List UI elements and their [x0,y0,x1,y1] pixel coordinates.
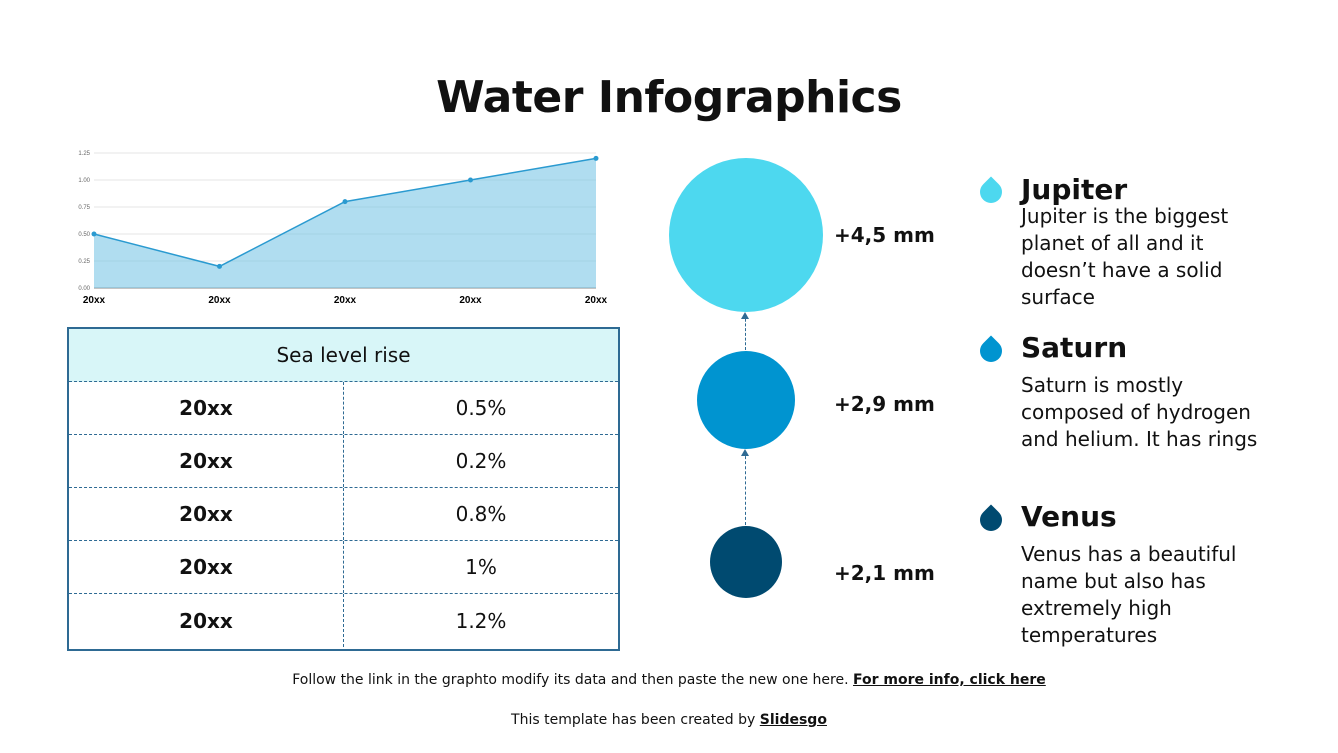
credit-text: This template has been created by [511,712,756,728]
value-cell: 1% [465,555,497,579]
x-tick-label: 20xx [585,295,608,306]
y-tick-label: 0.25 [78,259,90,265]
x-tick-label: 20xx [208,295,231,306]
water-drop-icon [975,504,1007,536]
data-point [342,199,348,205]
page-title: Water Infographics [436,72,902,123]
sea-level-table: Sea level rise 20xx 0.5% 20xx 0.2% 20xx 0.8% 2… [67,327,620,651]
value-cell: 0.5% [455,396,507,420]
item-desc: Saturn is mostly composed of hydrogen an… [1021,373,1258,451]
water-drop-icon [975,335,1007,367]
data-point [468,177,473,183]
year-cell: 20xx [69,382,344,434]
item-title: Jupiter [1021,173,1128,206]
y-tick-label: 0.75 [78,205,90,211]
data-point [593,155,599,161]
year-cell: 20xx [69,435,344,487]
arrow-up-icon [741,312,749,350]
y-tick-label: 1.00 [78,178,90,184]
arrow-up-icon [741,449,749,525]
circle-jupiter [669,158,823,312]
y-tick-label: 0.50 [78,232,90,238]
table-row: 20xx 1.2% [69,594,618,647]
area-fill [94,158,596,288]
table-row: 20xx 0.2% [69,435,618,488]
x-tick-label: 20xx [334,295,357,306]
footer-note: Follow the link in the graphto modify it… [0,672,1338,688]
x-tick-label: 20xx [83,295,106,306]
circle-saturn [697,351,795,449]
value-cell: 0.2% [455,449,507,473]
area-chart: 0.00 0.25 0.50 0.75 1.00 1.25 20xx 20xx 20xx 20xx… [78,151,608,306]
year-cell: 20xx [69,541,344,593]
item-desc: Venus has a beautiful name but also has … [1021,542,1237,647]
credit: This template has been created by Slides… [0,712,1338,728]
table-row: 20xx 0.8% [69,488,618,541]
value-label: +4,5 mm [834,223,935,247]
value-cell: 0.8% [455,502,507,526]
year-cell: 20xx [69,594,344,647]
item-title: Venus [1021,500,1117,533]
water-drop-icon [975,176,1007,208]
table-row: 20xx 1% [69,541,618,594]
value-label: +2,9 mm [834,392,935,416]
table-header: Sea level rise [69,329,618,382]
slidesgo-link[interactable]: Slidesgo [759,712,827,728]
info-link[interactable]: For more info, click here [853,672,1046,688]
data-point [217,263,222,269]
y-tick-label: 1.25 [78,151,90,157]
table-row: 20xx 0.5% [69,382,618,435]
item-desc: Jupiter is the biggest planet of all and… [1021,204,1229,309]
data-point [91,231,97,237]
year-cell: 20xx [69,488,344,540]
y-tick-label: 0.00 [78,286,90,292]
footer-text: Follow the link in the graphto modify it… [292,672,849,688]
value-label: +2,1 mm [834,561,935,585]
value-cell: 1.2% [455,608,507,633]
item-title: Saturn [1021,331,1128,364]
circle-venus [710,526,782,598]
x-tick-label: 20xx [459,295,482,306]
